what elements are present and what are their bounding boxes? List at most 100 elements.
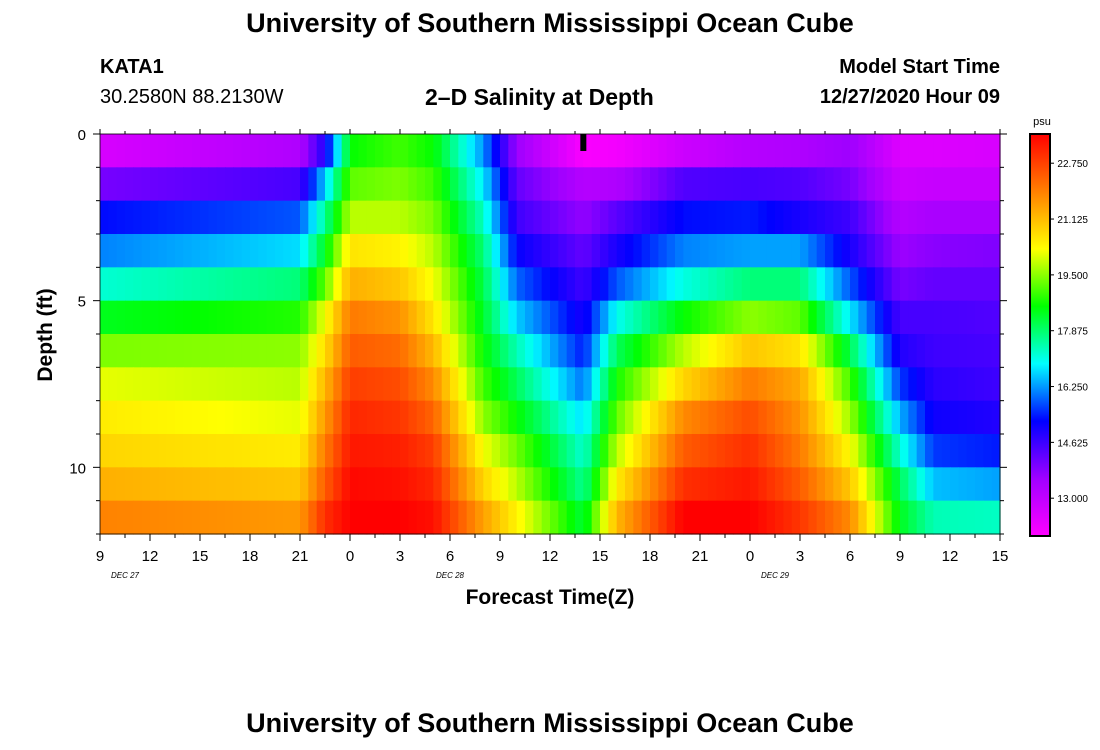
heatmap-cell [883, 367, 893, 402]
heatmap-cell [341, 134, 351, 168]
heatmap-cell [791, 500, 801, 535]
heatmap-cell [925, 367, 934, 402]
heatmap-cell [616, 200, 626, 235]
heatmap-cell [700, 234, 709, 268]
heatmap-cell [983, 500, 993, 535]
heatmap-cell [691, 234, 701, 268]
heatmap-cell [666, 167, 676, 202]
heatmap-cell [783, 200, 793, 235]
heatmap-cell [150, 267, 159, 302]
heatmap-cell [808, 334, 818, 368]
heatmap-cell [108, 200, 118, 235]
heatmap-cell [875, 434, 884, 468]
heatmap-cell [641, 167, 651, 202]
heatmap-cell [116, 434, 126, 468]
heatmap-cell [833, 300, 843, 335]
heatmap-cell [791, 167, 801, 202]
heatmap-cell [916, 367, 926, 402]
heatmap-cell [483, 400, 493, 435]
heatmap-cell [483, 167, 493, 202]
heatmap-cell [675, 467, 684, 502]
heatmap-cell [108, 167, 118, 202]
heatmap-cell [683, 134, 693, 168]
heatmap-cell [683, 334, 693, 368]
heatmap-cell [375, 467, 384, 502]
heatmap-cell [983, 167, 993, 202]
heatmap-cell [875, 234, 884, 268]
heatmap-cell [458, 300, 468, 335]
heatmap-cell [525, 300, 534, 335]
heatmap-cell [716, 167, 726, 202]
heatmap-cell [691, 167, 701, 202]
heatmap-cell [783, 267, 793, 302]
heatmap-cell [625, 467, 634, 502]
heatmap-cell [358, 300, 368, 335]
heatmap-cell [675, 300, 684, 335]
heatmap-cell [608, 134, 618, 168]
heatmap-cell [591, 334, 601, 368]
heatmap-cell [225, 334, 234, 368]
heatmap-cell [616, 167, 626, 202]
heatmap-cell [258, 300, 268, 335]
heatmap-cell [816, 300, 826, 335]
heatmap-cell [316, 267, 326, 302]
heatmap-cell [166, 434, 176, 468]
heatmap-cell [516, 200, 526, 235]
heatmap-cell [958, 334, 968, 368]
heatmap-cell [125, 400, 134, 435]
heatmap-cell [316, 134, 326, 168]
heatmap-cell [566, 134, 576, 168]
heatmap-cell [866, 367, 876, 402]
heatmap-cell [700, 334, 709, 368]
heatmap-cell [400, 400, 409, 435]
heatmap-cell [258, 267, 268, 302]
heatmap-cell [458, 134, 468, 168]
heatmap-cell [683, 267, 693, 302]
heatmap-cell [241, 200, 251, 235]
heatmap-cell [650, 200, 659, 235]
heatmap-cell [308, 200, 318, 235]
heatmap-cell [716, 300, 726, 335]
heatmap-cell [691, 467, 701, 502]
heatmap-cell [400, 334, 409, 368]
heatmap-cell [408, 167, 418, 202]
heatmap-cell [550, 134, 559, 168]
heatmap-cell [491, 200, 501, 235]
heatmap-cell [708, 267, 718, 302]
heatmap-cell [983, 400, 993, 435]
heatmap-cell [608, 367, 618, 402]
heatmap-cell [383, 300, 393, 335]
heatmap-cell [216, 200, 226, 235]
heatmap-cell [325, 334, 334, 368]
heatmap-cell [175, 200, 184, 235]
heatmap-cell [208, 134, 218, 168]
heatmap-cell [600, 367, 609, 402]
heatmap-cell [425, 467, 434, 502]
heatmap-cell [133, 200, 143, 235]
heatmap-cell [575, 500, 584, 535]
heatmap-cell [758, 234, 768, 268]
heatmap-cell [466, 234, 476, 268]
heatmap-cell [291, 167, 301, 202]
heatmap-cell [975, 334, 984, 368]
heatmap-cell [250, 200, 259, 235]
heatmap-cell [100, 200, 109, 235]
heatmap-cell [866, 334, 876, 368]
heatmap-cell [108, 467, 118, 502]
heatmap-cell [325, 434, 334, 468]
heatmap-cell [291, 134, 301, 168]
heatmap-cell [466, 334, 476, 368]
heatmap-cell [475, 334, 484, 368]
heatmap-cell [441, 467, 451, 502]
heatmap-cell [825, 500, 834, 535]
heatmap-cell [566, 367, 576, 402]
heatmap-cell [533, 434, 543, 468]
heatmap-cell [133, 234, 143, 268]
heatmap-cell [391, 200, 401, 235]
heatmap-cell [908, 267, 918, 302]
heatmap-cell [516, 434, 526, 468]
heatmap-cell [766, 300, 776, 335]
heatmap-cell [341, 167, 351, 202]
heatmap-cell [775, 334, 784, 368]
heatmap-cell [525, 134, 534, 168]
